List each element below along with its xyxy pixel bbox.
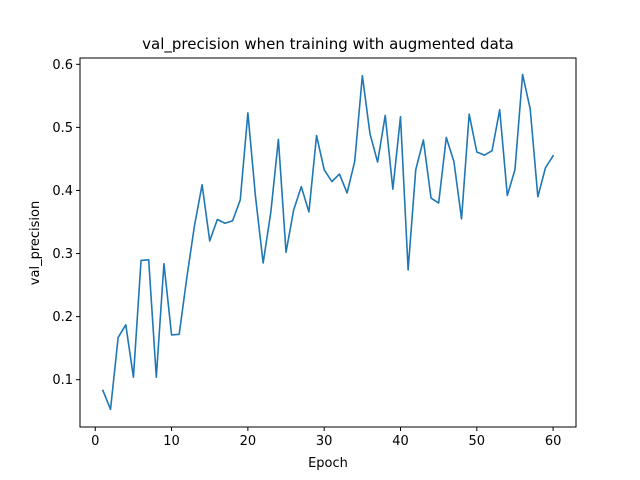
y-axis-label: val_precision bbox=[28, 201, 43, 285]
x-axis-label: Epoch bbox=[308, 456, 348, 471]
y-tick-label: 0.4 bbox=[52, 184, 73, 199]
y-tick-label: 0.2 bbox=[52, 310, 73, 325]
x-axis-ticks: 0 10 20 30 40 50 60 bbox=[91, 427, 561, 449]
y-tick-label: 0.3 bbox=[52, 247, 73, 262]
y-tick-label: 0.6 bbox=[52, 58, 73, 73]
x-tick-label: 0 bbox=[91, 434, 99, 449]
plot-frame bbox=[79, 57, 577, 428]
x-tick-label: 40 bbox=[392, 434, 409, 449]
x-tick-label: 60 bbox=[545, 434, 562, 449]
chart-title: val_precision when training with augment… bbox=[142, 35, 514, 54]
series-layer bbox=[101, 73, 555, 411]
x-tick-label: 30 bbox=[316, 434, 333, 449]
y-axis-ticks: 0.1 0.2 0.3 0.4 0.5 0.6 bbox=[52, 58, 80, 388]
x-tick-label: 20 bbox=[240, 434, 257, 449]
x-tick-label: 50 bbox=[469, 434, 486, 449]
y-tick-label: 0.1 bbox=[52, 373, 73, 388]
series-line bbox=[101, 73, 555, 411]
x-tick-label: 10 bbox=[163, 434, 180, 449]
y-tick-label: 0.5 bbox=[52, 121, 73, 136]
